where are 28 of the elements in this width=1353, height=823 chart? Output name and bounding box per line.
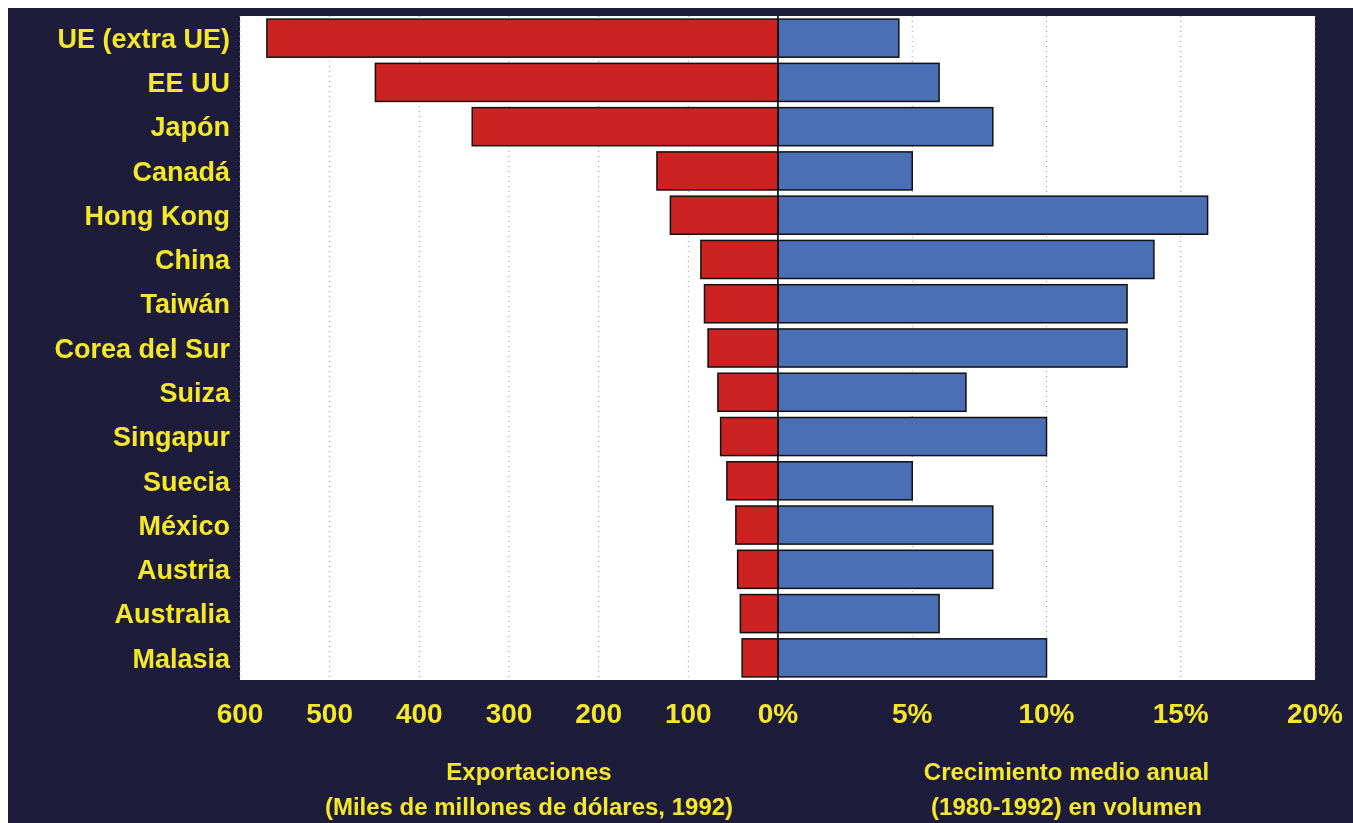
- x-tick-label: 300: [485, 698, 533, 729]
- y-tick-label: UE (extra UE): [57, 23, 230, 54]
- x-tick-label: 200: [575, 698, 623, 729]
- y-tick-label: Suiza: [159, 377, 231, 408]
- y-tick-label: Taiwán: [140, 289, 230, 320]
- x-tick-label: 500: [306, 698, 354, 729]
- y-tick-label: China: [154, 245, 231, 276]
- x-tick-label: 600: [216, 698, 264, 729]
- x-axis-title: Crecimiento medio anual (1980-1992) en volumen: [923, 758, 1210, 820]
- y-tick-label: Japón: [150, 112, 230, 143]
- y-tick-label: México: [138, 510, 230, 541]
- x-tick-label: 400: [395, 698, 443, 729]
- y-tick-label: Austria: [136, 555, 231, 586]
- x-tick-label: 15%: [1152, 698, 1209, 729]
- x-axis-title: Exportaciones (Miles de millones de dólares, 1992): [324, 758, 734, 820]
- y-tick-label: Malasia: [132, 643, 231, 674]
- y-tick-label: Hong Kong: [84, 200, 230, 231]
- y-tick-label: EE UU: [147, 68, 230, 99]
- x-tick-label: 5%: [892, 698, 933, 729]
- y-tick-label: Corea del Sur: [54, 333, 231, 364]
- y-tick-label: Canadá: [132, 156, 231, 187]
- y-tick-label: Australia: [114, 599, 231, 630]
- x-tick-label: 10%: [1018, 698, 1075, 729]
- x-tick-label: 0%: [757, 698, 799, 729]
- y-tick-label: Suecia: [142, 466, 231, 497]
- x-tick-label: 100: [664, 698, 712, 729]
- x-tick-label: 20%: [1286, 698, 1344, 729]
- y-tick-label: Singapur: [112, 422, 231, 453]
